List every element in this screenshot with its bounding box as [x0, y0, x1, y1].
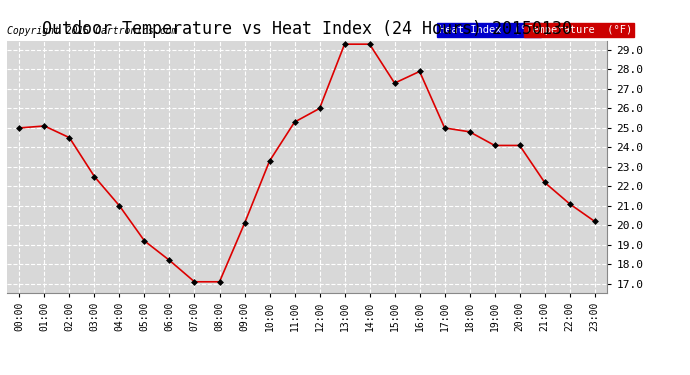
Text: Temperature  (°F): Temperature (°F) — [526, 25, 633, 35]
Text: Copyright 2015 Cartronics.com: Copyright 2015 Cartronics.com — [7, 26, 177, 36]
Title: Outdoor Temperature vs Heat Index (24 Hours) 20150130: Outdoor Temperature vs Heat Index (24 Ho… — [42, 20, 572, 38]
Text: Heat Index  (°F): Heat Index (°F) — [439, 25, 539, 35]
